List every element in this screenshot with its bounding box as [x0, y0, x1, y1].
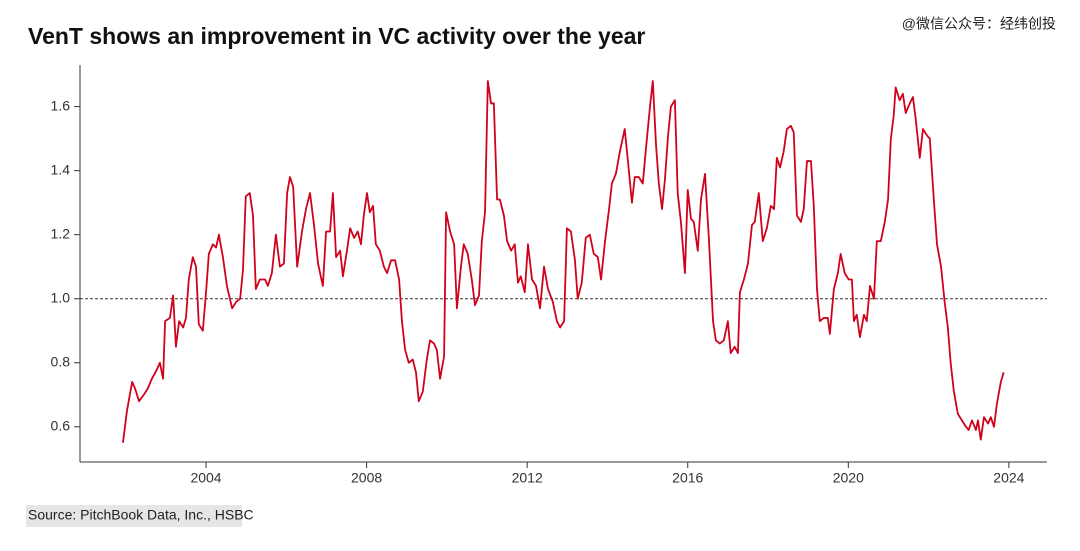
source: Source: PitchBook Data, Inc., HSBC — [28, 507, 254, 523]
y-tick-label: 1.0 — [51, 289, 71, 305]
x-tick-label: 2016 — [672, 470, 703, 486]
x-tick-label: 2008 — [351, 470, 382, 486]
x-tick-label: 2024 — [993, 470, 1024, 486]
source-background — [26, 505, 242, 527]
x-tick-label: 2020 — [833, 470, 864, 486]
x-tick-label: 2012 — [512, 470, 543, 486]
y-tick-label: 0.6 — [51, 417, 71, 433]
y-tick-label: 1.2 — [51, 225, 71, 241]
y-tick-label: 1.4 — [51, 161, 71, 177]
x-tick-label: 2004 — [190, 470, 221, 486]
chart-title: VenT shows an improvement in VC activity… — [28, 23, 645, 49]
watermark: @微信公众号：经纬创投 — [902, 16, 1056, 32]
line — [122, 80, 1005, 443]
y-tick-label: 0.8 — [51, 353, 71, 369]
y-tick-label: 1.6 — [51, 97, 71, 113]
